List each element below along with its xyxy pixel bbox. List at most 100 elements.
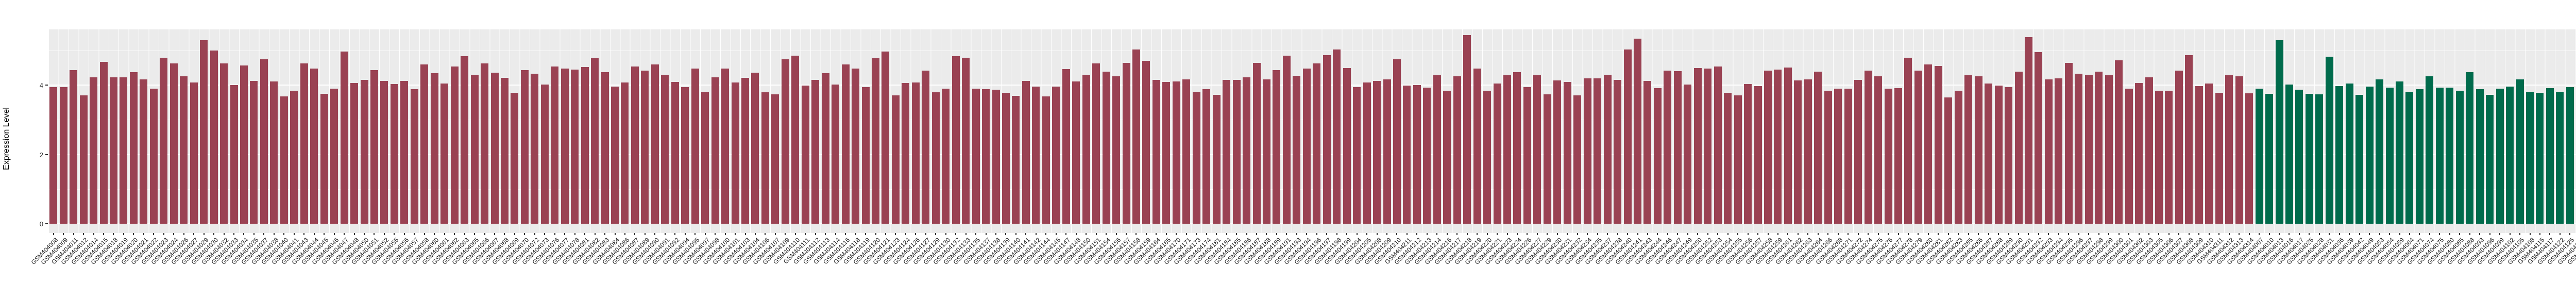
x-tick-mark — [1106, 233, 1107, 235]
x-tick-mark — [2289, 233, 2290, 235]
bar-GSM404293 — [2044, 79, 2053, 224]
bar-GSM404217 — [1453, 76, 1461, 224]
bar-GSM404197 — [1323, 55, 1331, 224]
x-tick-mark — [1126, 233, 1127, 235]
bar-GSM404287 — [1985, 83, 1993, 224]
bar-GSM404194 — [1302, 68, 1311, 224]
x-tick-mark — [1577, 233, 1578, 235]
x-tick-mark — [785, 233, 786, 235]
x-tick-mark — [2208, 233, 2210, 235]
bar-GSM404210 — [1393, 59, 1401, 224]
x-tick-mark — [2168, 233, 2170, 235]
x-tick-mark — [143, 233, 144, 235]
x-tick-mark — [514, 233, 515, 235]
bar-GSM404275 — [1874, 76, 1883, 224]
x-tick-mark — [2549, 233, 2551, 235]
bar-GSM404080 — [2446, 88, 2454, 224]
x-tick-mark — [1497, 233, 1498, 235]
x-tick-mark — [554, 233, 555, 235]
bar-GSM404295 — [2064, 62, 2073, 224]
bar-GSM404040 — [280, 96, 288, 224]
bar-GSM404015 — [99, 61, 108, 224]
x-tick-mark — [754, 233, 756, 235]
bar-GSM404257 — [1754, 86, 1762, 224]
x-tick-mark — [243, 233, 245, 235]
x-tick-mark — [2509, 233, 2511, 235]
x-tick-mark — [905, 233, 906, 235]
x-tick-mark — [1877, 233, 1879, 235]
bar-GSM404209 — [1383, 79, 1391, 224]
bar-GSM404274 — [1864, 70, 1872, 224]
gridline-major — [48, 223, 2576, 224]
x-tick-mark — [2409, 233, 2410, 235]
bar-GSM404088 — [2466, 72, 2474, 224]
bar-GSM404037 — [260, 59, 268, 224]
bar-GSM404205 — [1363, 82, 1371, 224]
bar-GSM404126 — [911, 82, 920, 224]
x-tick-mark — [1236, 233, 1238, 235]
x-tick-mark — [213, 233, 215, 235]
bar-GSM404305 — [2155, 90, 2163, 224]
bar-GSM404268 — [1834, 88, 1842, 224]
x-tick-mark — [2188, 233, 2190, 235]
x-tick-mark — [1597, 233, 1598, 235]
bar-GSM404144 — [1042, 96, 1050, 224]
bar-GSM404110 — [791, 55, 800, 224]
x-tick-mark — [1156, 233, 1157, 235]
x-tick-mark — [1657, 233, 1658, 235]
bar-GSM404013 — [2275, 40, 2283, 224]
bar-GSM404041 — [290, 91, 298, 224]
bar-GSM404196 — [1313, 63, 1321, 224]
bar-GSM404075 — [2435, 88, 2444, 224]
bar-GSM404308 — [2185, 55, 2193, 224]
x-tick-mark — [1787, 233, 1789, 235]
bar-GSM404230 — [1553, 80, 1562, 224]
bar-GSM404070 — [520, 70, 529, 224]
x-tick-mark — [263, 233, 265, 235]
x-tick-mark — [1617, 233, 1618, 235]
x-tick-mark — [374, 233, 375, 235]
bar-GSM404145 — [1052, 86, 1060, 224]
bar-GSM404256 — [1744, 84, 1752, 224]
bar-GSM404044 — [310, 68, 318, 224]
bar-GSM404063 — [461, 56, 469, 224]
x-tick-mark — [1848, 233, 1849, 235]
x-tick-mark — [1336, 233, 1337, 235]
bar-GSM404074 — [2426, 76, 2434, 224]
x-tick-mark — [1888, 233, 1889, 235]
x-tick-mark — [975, 233, 977, 235]
bar-GSM404220 — [1483, 90, 1492, 224]
bar-GSM404213 — [1423, 87, 1431, 224]
x-tick-mark — [83, 233, 84, 235]
bar-GSM404278 — [1904, 57, 1912, 224]
x-tick-mark — [915, 233, 917, 235]
x-tick-mark — [364, 233, 365, 235]
bar-GSM404223 — [1503, 75, 1512, 224]
bar-GSM404081 — [581, 67, 589, 224]
x-tick-mark — [2309, 233, 2310, 235]
bar-GSM404119 — [861, 87, 870, 224]
x-tick-mark — [423, 233, 425, 235]
x-tick-mark — [1527, 233, 1528, 235]
bar-GSM404185 — [1232, 79, 1241, 224]
x-tick-mark — [1737, 233, 1739, 235]
x-tick-mark — [674, 233, 676, 235]
gridline-major — [48, 85, 2576, 86]
x-tick-mark — [2078, 233, 2079, 235]
bar-GSM404022 — [149, 89, 158, 224]
bar-GSM404087 — [631, 67, 639, 224]
bar-GSM404258 — [1764, 70, 1772, 224]
bar-GSM404250 — [1693, 68, 1702, 224]
bar-GSM404232 — [1573, 95, 1582, 224]
x-tick-mark — [805, 233, 806, 235]
bar-GSM404212 — [1413, 85, 1421, 224]
bar-GSM404026 — [180, 76, 188, 224]
x-tick-mark — [2559, 233, 2561, 235]
bar-GSM404211 — [1403, 85, 1411, 224]
bar-GSM404056 — [400, 80, 409, 224]
x-tick-mark — [1065, 233, 1067, 235]
bar-GSM404030 — [210, 51, 218, 224]
bar-GSM404289 — [2005, 87, 2013, 224]
x-tick-mark — [1055, 233, 1057, 235]
x-tick-mark — [794, 233, 796, 235]
